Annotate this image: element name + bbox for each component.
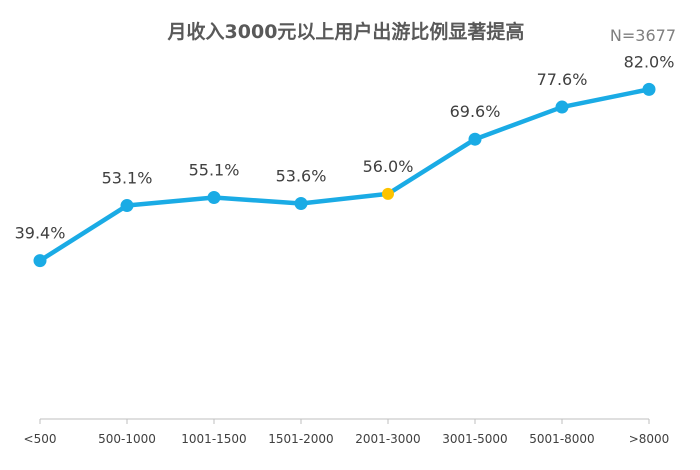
data-label: 69.6% bbox=[450, 102, 501, 121]
x-axis bbox=[39, 418, 650, 424]
data-point bbox=[468, 132, 482, 146]
x-tick-label: 2001-3000 bbox=[355, 432, 420, 446]
data-label: 82.0% bbox=[624, 52, 675, 71]
data-point bbox=[33, 254, 47, 268]
data-point bbox=[642, 82, 656, 96]
data-label: 77.6% bbox=[537, 70, 588, 89]
x-tick-label: 5001-8000 bbox=[529, 432, 594, 446]
data-point bbox=[120, 199, 134, 213]
x-tick-label: 500-1000 bbox=[98, 432, 156, 446]
data-labels: 39.4% 53.1% 55.1% 53.6% 56.0% 69.6% 77.6% 82.0% bbox=[15, 52, 675, 242]
data-label: 39.4% bbox=[15, 224, 66, 243]
x-tick-labels: <500 500-1000 1001-1500 1501-2000 2001-3000 3… bbox=[24, 432, 670, 446]
data-label: 53.1% bbox=[102, 169, 153, 188]
data-point bbox=[294, 197, 308, 211]
x-tick-label: 1001-1500 bbox=[181, 432, 246, 446]
data-label: 56.0% bbox=[363, 157, 414, 176]
data-label: 55.1% bbox=[189, 160, 240, 179]
data-points bbox=[33, 82, 656, 268]
x-tick-label: <500 bbox=[24, 432, 57, 446]
chart-title: 月收入3000元以上用户出游比例显著提高 bbox=[167, 20, 525, 43]
series-line bbox=[37, 87, 652, 263]
x-tick-label: 3001-5000 bbox=[442, 432, 507, 446]
data-point bbox=[207, 190, 221, 204]
data-point bbox=[555, 100, 569, 114]
x-tick-label: >8000 bbox=[629, 432, 670, 446]
x-tick-label: 1501-2000 bbox=[268, 432, 333, 446]
data-label: 53.6% bbox=[276, 167, 327, 186]
sample-size-label: N=3677 bbox=[610, 26, 676, 45]
data-point-highlight bbox=[382, 187, 394, 200]
data-series bbox=[37, 87, 652, 263]
